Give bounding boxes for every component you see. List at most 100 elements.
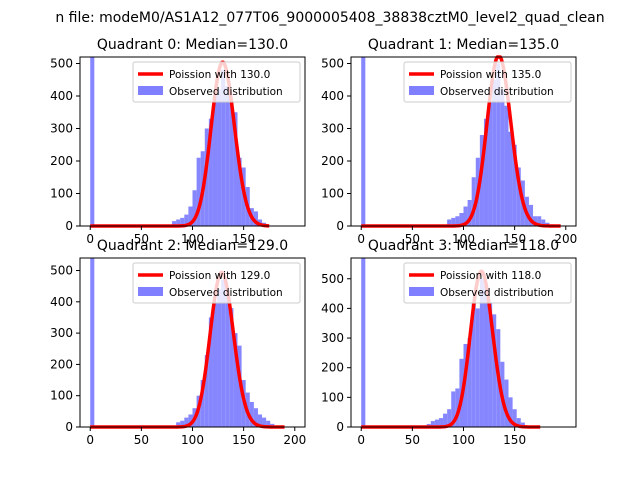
hist-bar xyxy=(217,289,222,427)
hist-bar xyxy=(479,278,484,427)
hist-bar xyxy=(447,409,452,427)
hist-bar xyxy=(208,317,213,427)
hist-bar xyxy=(188,414,193,427)
y-tick-label: 500 xyxy=(321,272,344,286)
y-tick-label: 200 xyxy=(50,154,73,168)
hist-bar xyxy=(447,219,452,226)
legend-swatch-observed xyxy=(409,86,434,95)
hist-bar xyxy=(204,355,209,427)
y-tick-label: 200 xyxy=(50,357,73,371)
y-tick-label: 100 xyxy=(321,390,344,404)
panel-title: Quadrant 0: Median=130.0 xyxy=(97,37,288,53)
hist-bar xyxy=(434,419,439,427)
hist-bar xyxy=(483,118,489,226)
hist-bar xyxy=(451,391,456,427)
y-tick-label: 400 xyxy=(50,89,73,103)
hist-bar xyxy=(504,105,509,226)
hist-bar xyxy=(212,96,218,226)
x-tick-label: 150 xyxy=(232,433,255,447)
y-tick-label: 300 xyxy=(50,326,73,340)
hist-bar xyxy=(172,221,177,226)
hist-bar xyxy=(212,301,218,427)
hist-bar xyxy=(196,157,201,226)
hist-bar xyxy=(467,200,472,226)
x-tick-label: 50 xyxy=(405,433,420,447)
hist-bar xyxy=(188,206,193,226)
legend-box xyxy=(132,61,301,103)
hist-bar xyxy=(516,418,521,427)
hist-bar xyxy=(496,63,501,226)
hist-bar xyxy=(221,279,226,427)
legend-box xyxy=(132,262,301,304)
legend-label-observed: Observed distribution xyxy=(169,86,283,98)
hist-bar xyxy=(455,216,460,226)
figure-title: n file: modeM0/AS1A12_077T06_9000005408_… xyxy=(55,10,604,26)
y-tick-label: 200 xyxy=(321,361,344,375)
hist-bar xyxy=(438,418,444,427)
legend-swatch-observed xyxy=(138,287,163,296)
y-tick-label: 0 xyxy=(65,219,73,233)
panel-title: Quadrant 1: Median=135.0 xyxy=(368,37,559,53)
y-tick-label: 100 xyxy=(321,187,344,201)
x-tick-label: 50 xyxy=(134,232,149,246)
legend-label-poisson: Poission with 129.0 xyxy=(169,270,270,282)
hist-bar xyxy=(184,214,189,226)
x-tick-label: 100 xyxy=(452,433,475,447)
hist-bar xyxy=(533,216,538,226)
hist-bar xyxy=(229,308,234,427)
hist-bar xyxy=(512,409,517,427)
y-tick-label: 500 xyxy=(50,264,73,278)
legend-box xyxy=(403,61,572,103)
hist-bar xyxy=(451,217,456,226)
panel-title: Quadrant 2: Median=129.0 xyxy=(97,238,288,254)
hist-bar xyxy=(249,401,254,427)
legend-swatch-observed xyxy=(409,287,434,296)
hist-bar xyxy=(471,302,476,427)
hist-bar xyxy=(266,420,271,427)
hist-bar xyxy=(500,89,505,226)
legend-label-poisson: Poission with 118.0 xyxy=(440,270,541,282)
chart-panel-0: Quadrant 0: Median=130.0 0 50 100 150 0 100 200… xyxy=(50,37,306,246)
chart-panel-1: Quadrant 1: Median=135.0 0 50 100 150 200 0 100… xyxy=(321,37,577,246)
legend-box xyxy=(403,262,572,304)
hist-bar xyxy=(541,219,546,226)
hist-bar xyxy=(253,211,258,226)
hist-bar xyxy=(443,413,448,427)
chart-panel-2: Quadrant 2: Median=129.0 0 50 100 150 200 0 100… xyxy=(50,238,306,447)
legend-label-observed: Observed distribution xyxy=(440,287,554,299)
hist-bar xyxy=(225,292,230,427)
hist-bar xyxy=(180,217,185,226)
hist-bar xyxy=(504,379,509,427)
hist-bar xyxy=(492,79,497,226)
hist-bar xyxy=(90,57,95,226)
y-tick-label: 300 xyxy=(321,122,344,136)
hist-bar xyxy=(467,338,472,427)
hist-bar xyxy=(459,213,464,226)
legend-swatch-observed xyxy=(138,86,163,95)
x-tick-label: 0 xyxy=(357,433,365,447)
hist-bar xyxy=(528,204,534,226)
y-tick-label: 300 xyxy=(321,331,344,345)
hist-bar xyxy=(200,380,205,427)
hist-bar xyxy=(217,89,222,226)
hist-bar xyxy=(475,308,480,427)
hist-bar xyxy=(483,284,489,427)
x-tick-label: 100 xyxy=(181,433,204,447)
hist-bar xyxy=(237,157,242,226)
x-tick-label: 200 xyxy=(283,433,306,447)
legend: Poission with 129.0 Observed distribution xyxy=(132,262,301,304)
hist-bar xyxy=(184,417,189,427)
hist-bar xyxy=(262,417,267,427)
legend: Poission with 130.0 Observed distribution xyxy=(132,61,301,103)
x-tick-label: 50 xyxy=(134,433,149,447)
legend: Poission with 135.0 Observed distribution xyxy=(403,61,572,103)
legend: Poission with 118.0 Observed distribution xyxy=(403,262,572,304)
hist-bar xyxy=(516,167,521,226)
hist-bar xyxy=(221,70,226,226)
chart-panel-3: Quadrant 3: Median=118.0 0 50 100 150 0 100 200… xyxy=(321,238,577,447)
y-tick-label: 400 xyxy=(321,89,344,103)
y-tick-label: 500 xyxy=(321,57,344,71)
hist-bar xyxy=(471,177,476,226)
hist-bar xyxy=(204,128,209,226)
